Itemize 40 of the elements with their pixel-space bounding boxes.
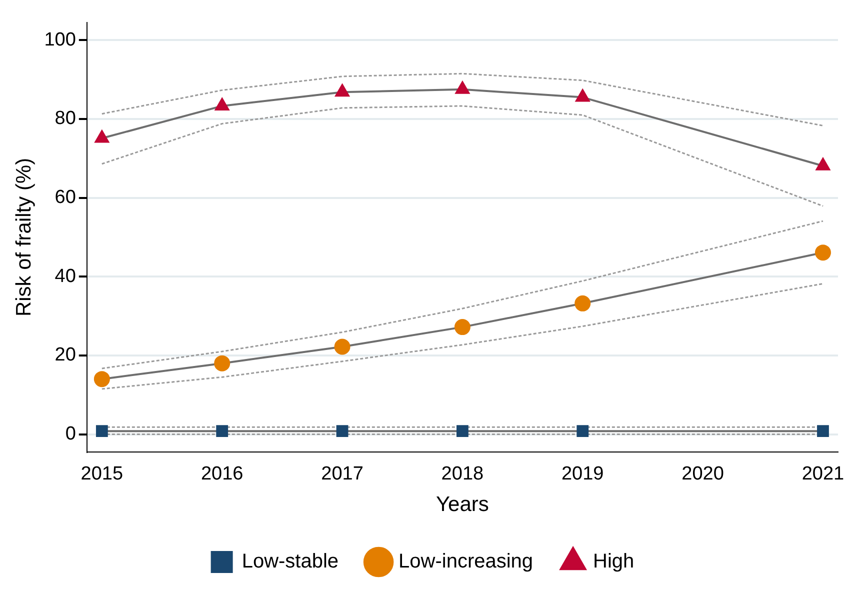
point — [456, 425, 468, 438]
line-series — [101, 72, 824, 126]
line-series — [101, 282, 824, 390]
point — [816, 158, 830, 170]
y-tick-label: 100 — [44, 29, 76, 50]
x-tick-label: 2017 — [321, 464, 364, 485]
x-tick-label: 2015 — [80, 464, 124, 485]
point — [215, 98, 230, 110]
x-tick-label: 2019 — [561, 464, 604, 485]
point — [455, 81, 470, 94]
x-tick-label: 2018 — [441, 464, 484, 485]
point — [94, 130, 109, 143]
point — [216, 425, 228, 438]
point — [334, 338, 350, 355]
point — [576, 89, 590, 102]
y-tick-label: 60 — [54, 187, 76, 208]
line-series — [101, 105, 824, 207]
x-tick-label: 2021 — [802, 464, 844, 485]
legend-label: High — [593, 550, 634, 573]
point — [574, 295, 591, 312]
point — [576, 425, 589, 438]
y-tick-label: 20 — [54, 344, 76, 366]
point — [454, 319, 470, 336]
point — [214, 355, 230, 372]
point — [335, 84, 350, 97]
x-axis-title: Years — [436, 493, 489, 516]
y-tick-label: 40 — [54, 266, 76, 287]
legend-label: Low-increasing — [398, 550, 534, 573]
point — [817, 425, 829, 438]
y-tick-label: 0 — [65, 424, 76, 444]
point — [94, 371, 110, 388]
line-series — [101, 220, 824, 370]
x-tick-label: 2016 — [200, 464, 244, 485]
legend-label: Low-stable — [242, 550, 339, 573]
x-tick-label: 2020 — [682, 464, 724, 485]
y-tick-label: 80 — [54, 108, 76, 130]
point — [336, 425, 348, 438]
y-axis-title: Risk of frailty (%) — [12, 158, 36, 317]
point — [814, 244, 831, 261]
point — [96, 425, 108, 438]
